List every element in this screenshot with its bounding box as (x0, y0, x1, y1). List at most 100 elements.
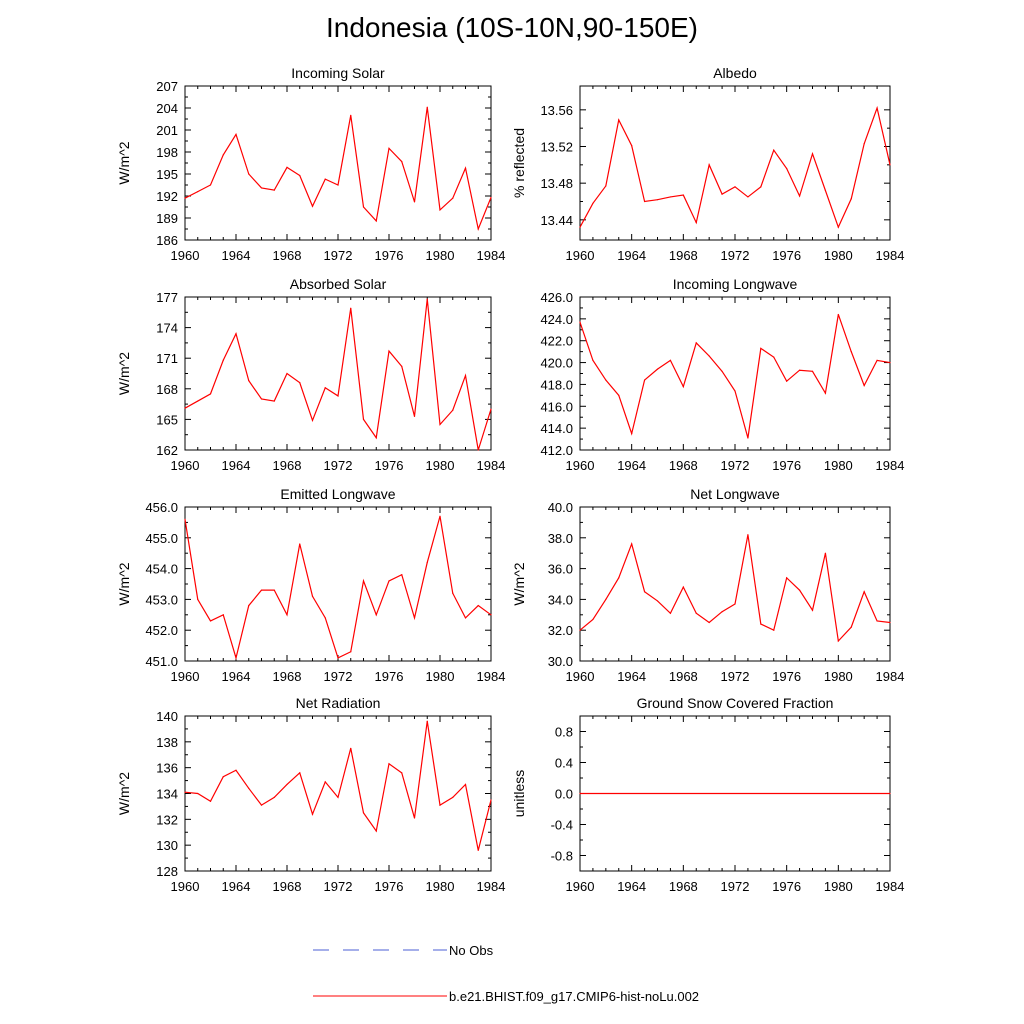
x-tick-label: 1964 (617, 458, 646, 473)
y-tick-label: 455.0 (145, 531, 178, 546)
y-tick-label: -0.8 (551, 849, 573, 864)
series-line (579, 105, 891, 229)
data-point (695, 221, 697, 224)
y-axis-label: % reflected (511, 128, 527, 198)
figure-title: Indonesia (10S-10N,90-150E) (325, 12, 698, 43)
data-point (350, 114, 352, 116)
data-point (337, 796, 339, 798)
data-point (235, 133, 237, 135)
series-line (184, 298, 492, 451)
legend-obs-label: No Obs (449, 943, 494, 958)
data-point (426, 298, 428, 300)
data-point (798, 369, 801, 371)
data-point (350, 307, 352, 309)
y-tick-label: 177 (156, 290, 178, 305)
legend-model-label: b.e21.BHIST.f09_g17.CMIP6-hist-noLu.002 (449, 989, 699, 1004)
data-point (401, 160, 403, 163)
x-tick-label: 1980 (426, 458, 455, 473)
y-tick-label: 162 (156, 443, 178, 458)
panel-8: Ground Snow Covered Fraction 1960 1964 1968… (511, 695, 904, 894)
data-point (477, 228, 479, 230)
y-tick-label: 453.0 (145, 592, 178, 607)
x-tick-label: 1960 (566, 879, 595, 894)
data-point (760, 623, 762, 625)
data-point (734, 603, 736, 605)
data-point (798, 589, 801, 591)
data-point (773, 356, 775, 358)
data-point (579, 629, 581, 631)
y-tick-label: 0.8 (555, 725, 573, 740)
data-point (439, 423, 441, 426)
y-tick-label: 171 (156, 351, 178, 366)
data-point (235, 333, 237, 335)
data-point (324, 781, 326, 783)
panel-2: Albedo 1960 1964 1968 1972 1976 1980 1984 13.44 1… (511, 65, 904, 263)
data-point (708, 355, 710, 357)
data-point (682, 194, 684, 196)
data-point (235, 657, 237, 659)
y-tick-label: 426.0 (540, 290, 573, 305)
x-tick-label: 1980 (824, 458, 853, 473)
y-tick-label: 189 (156, 211, 178, 226)
data-point (824, 392, 827, 394)
plot-frame (184, 506, 492, 662)
x-tick-label: 1972 (324, 879, 353, 894)
y-tick-label: 138 (156, 735, 178, 750)
data-point (311, 595, 314, 597)
data-point (222, 614, 224, 616)
x-tick-label: 1960 (171, 669, 200, 684)
data-point (811, 609, 814, 611)
y-tick-label: 128 (156, 864, 178, 879)
data-point (889, 621, 891, 624)
y-tick-label: 36.0 (548, 562, 573, 577)
x-tick-label: 1960 (566, 458, 595, 473)
x-tick-label: 1972 (721, 879, 750, 894)
data-point (209, 393, 212, 395)
series-line (579, 534, 891, 643)
y-tick-label: 207 (156, 79, 178, 94)
data-point (773, 629, 775, 631)
data-point (863, 384, 865, 387)
y-tick-label: 132 (156, 812, 178, 827)
data-point (695, 342, 697, 344)
panel-title: Emitted Longwave (280, 486, 395, 502)
series-line (579, 314, 891, 439)
data-point (413, 617, 416, 619)
y-tick-label: 414.0 (540, 421, 573, 436)
data-point (375, 437, 377, 439)
data-point (222, 359, 224, 361)
x-tick-label: 1976 (375, 879, 404, 894)
data-point (273, 400, 275, 402)
data-point (452, 409, 454, 411)
data-point (656, 199, 659, 201)
data-point (197, 400, 199, 402)
data-point (401, 574, 403, 576)
panel-4: Incoming Longwave 1960 1964 1968 1972 1976 198… (540, 276, 904, 473)
panel-title: Albedo (713, 65, 757, 81)
x-tick-label: 1972 (721, 248, 750, 263)
data-point (286, 372, 288, 375)
y-axis-label: W/m^2 (116, 141, 132, 184)
data-point (388, 350, 390, 352)
x-tick-label: 1972 (324, 458, 353, 473)
y-tick-label: 30.0 (548, 654, 573, 669)
data-point (618, 577, 620, 579)
data-point (375, 220, 377, 222)
x-tick-label: 1960 (171, 879, 200, 894)
y-tick-label: 134 (156, 787, 178, 802)
x-tick-label: 1984 (876, 458, 905, 473)
data-point (248, 604, 250, 607)
data-point (605, 379, 607, 381)
y-tick-label: 192 (156, 189, 178, 204)
x-tick-label: 1980 (824, 879, 853, 894)
data-point (605, 185, 607, 187)
panel-title: Net Radiation (296, 695, 381, 711)
y-tick-label: 195 (156, 167, 178, 182)
x-tick-label: 1960 (566, 669, 595, 684)
x-tick-label: 1968 (273, 669, 302, 684)
plot-frame (579, 506, 891, 662)
x-tick-label: 1964 (222, 669, 251, 684)
data-point (695, 612, 697, 614)
data-point (669, 359, 672, 361)
